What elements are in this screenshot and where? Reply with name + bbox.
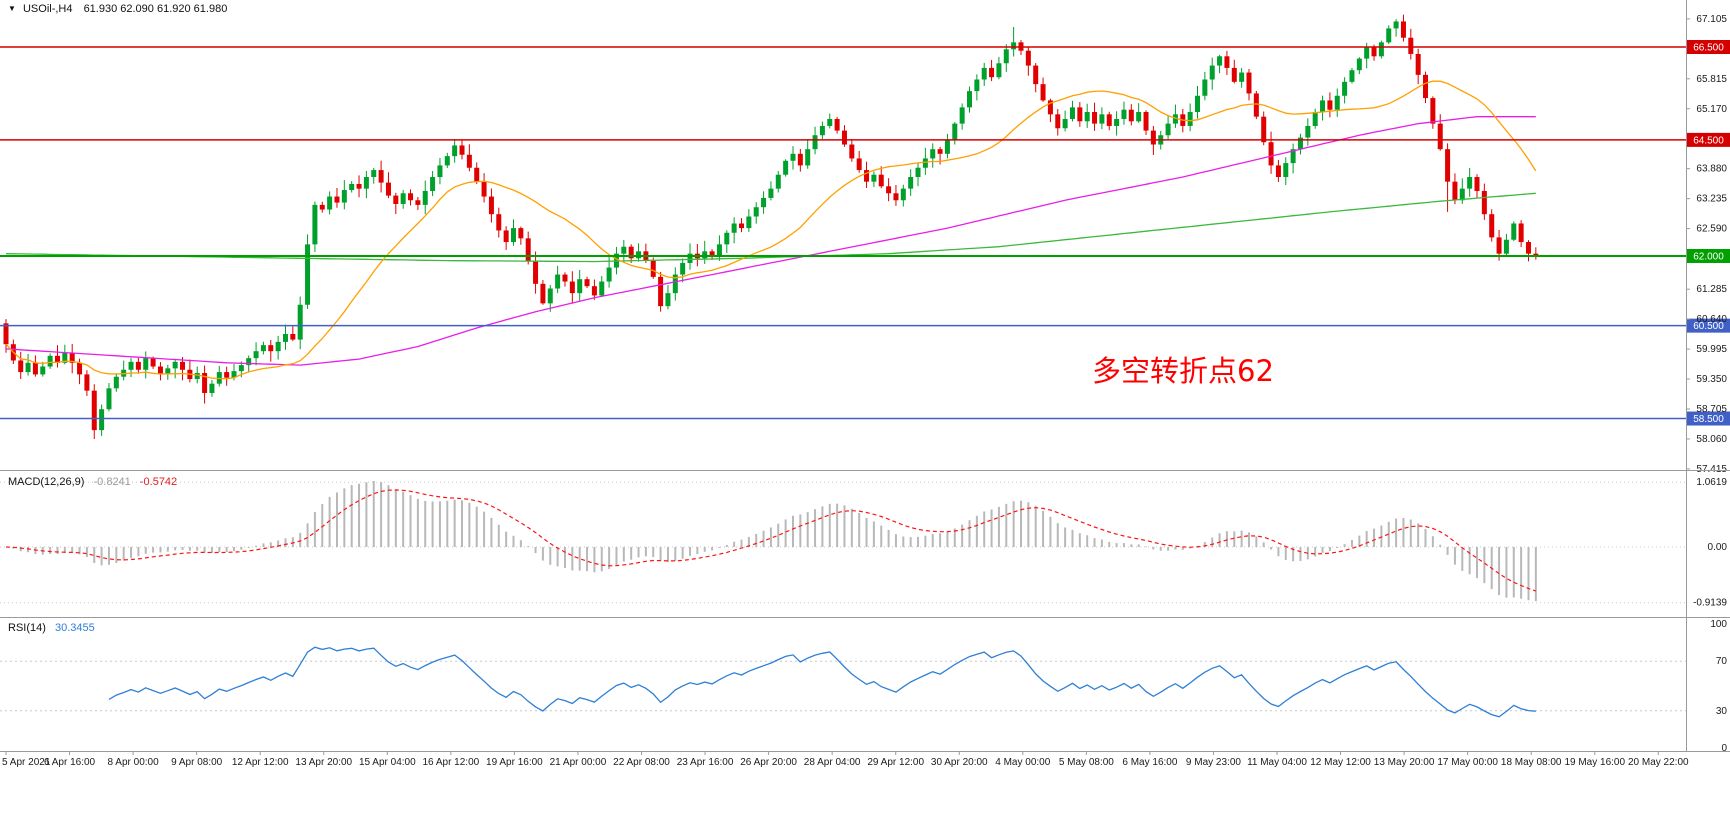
- symbol-ohlc-header: ▼ USOil-,H4 61.930 62.090 61.920 61.980: [8, 3, 227, 15]
- svg-text:64.500: 64.500: [1693, 135, 1724, 146]
- svg-text:61.285: 61.285: [1696, 284, 1727, 295]
- svg-text:22 Apr 08:00: 22 Apr 08:00: [613, 757, 670, 768]
- svg-text:59.350: 59.350: [1696, 374, 1727, 385]
- chart-annotation-text: 多空转折点62: [1092, 354, 1274, 388]
- svg-text:58.500: 58.500: [1693, 414, 1724, 425]
- svg-text:30 Apr 20:00: 30 Apr 20:00: [931, 757, 988, 768]
- svg-text:-0.9139: -0.9139: [1693, 598, 1727, 609]
- rsi-panel: [0, 646, 1686, 718]
- candlestick-series: [3, 14, 1539, 439]
- svg-text:60.640: 60.640: [1696, 314, 1727, 325]
- svg-text:0: 0: [1721, 743, 1727, 754]
- svg-text:17 May 00:00: 17 May 00:00: [1437, 757, 1498, 768]
- svg-text:9 Apr 08:00: 9 Apr 08:00: [171, 757, 223, 768]
- svg-text:19 May 16:00: 19 May 16:00: [1564, 757, 1625, 768]
- svg-text:65.170: 65.170: [1696, 104, 1727, 115]
- svg-text:5 May 08:00: 5 May 08:00: [1059, 757, 1114, 768]
- svg-text:57.415: 57.415: [1696, 464, 1727, 475]
- svg-text:30: 30: [1716, 706, 1728, 717]
- hline-66.500[interactable]: 66.500: [0, 40, 1730, 54]
- svg-text:6 May 16:00: 6 May 16:00: [1122, 757, 1177, 768]
- symbol-period-label: USOil-,H4: [22, 3, 73, 15]
- svg-text:62.000: 62.000: [1693, 251, 1724, 262]
- svg-text:28 Apr 04:00: 28 Apr 04:00: [804, 757, 861, 768]
- svg-text:18 May 08:00: 18 May 08:00: [1501, 757, 1562, 768]
- rsi-name: RSI(14): [8, 622, 46, 634]
- svg-text:100: 100: [1710, 619, 1727, 630]
- svg-text:63.880: 63.880: [1696, 164, 1727, 175]
- ohlc-values: 61.930 62.090 61.920 61.980: [83, 3, 228, 15]
- svg-text:70: 70: [1716, 656, 1728, 667]
- svg-text:9 May 23:00: 9 May 23:00: [1186, 757, 1241, 768]
- svg-text:65.815: 65.815: [1696, 74, 1727, 85]
- hline-58.500[interactable]: 58.500: [0, 411, 1730, 426]
- hline-62.000[interactable]: 62.000: [0, 248, 1730, 263]
- svg-text:29 Apr 12:00: 29 Apr 12:00: [867, 757, 924, 768]
- price-axis[interactable]: 67.105 65.815 65.170 63.880 63.235 62.590 61.2…: [1686, 14, 1727, 475]
- svg-text:20 May 22:00: 20 May 22:00: [1628, 757, 1689, 768]
- svg-text:66.500: 66.500: [1693, 43, 1724, 54]
- symbol-dropdown-icon[interactable]: ▼: [8, 4, 16, 13]
- macd-main-value: -0.8241: [93, 476, 131, 488]
- rsi-indicator-label: RSI(14) 30.3455: [8, 622, 101, 634]
- rsi-value: 30.3455: [54, 622, 95, 634]
- macd-signal-value: -0.5742: [139, 476, 178, 488]
- svg-text:8 Apr 00:00: 8 Apr 00:00: [108, 757, 160, 768]
- macd-panel: [0, 481, 1686, 604]
- svg-text:11 May 04:00: 11 May 04:00: [1247, 757, 1307, 768]
- svg-text:26 Apr 20:00: 26 Apr 20:00: [740, 757, 797, 768]
- moving-averages: [5, 80, 1537, 380]
- macd-indicator-label: MACD(12,26,9) -0.8241 -0.5742: [8, 476, 183, 488]
- svg-text:13 Apr 20:00: 13 Apr 20:00: [295, 757, 352, 768]
- svg-text:58.705: 58.705: [1696, 404, 1727, 415]
- svg-text:58.060: 58.060: [1696, 434, 1727, 445]
- hline-60.500[interactable]: 60.500: [0, 318, 1730, 333]
- svg-text:1.0619: 1.0619: [1696, 477, 1727, 488]
- svg-text:59.995: 59.995: [1696, 344, 1727, 355]
- svg-text:23 Apr 16:00: 23 Apr 16:00: [677, 757, 734, 768]
- svg-text:60.500: 60.500: [1693, 321, 1724, 332]
- svg-text:63.235: 63.235: [1696, 194, 1727, 205]
- hline-64.500[interactable]: 64.500: [0, 132, 1730, 147]
- svg-text:5 Apr 2021: 5 Apr 2021: [2, 757, 51, 768]
- svg-text:12 Apr 12:00: 12 Apr 12:00: [232, 757, 289, 768]
- macd-name: MACD(12,26,9): [8, 476, 85, 488]
- svg-text:13 May 20:00: 13 May 20:00: [1374, 757, 1435, 768]
- svg-text:4 May 00:00: 4 May 00:00: [995, 757, 1050, 768]
- svg-text:16 Apr 12:00: 16 Apr 12:00: [422, 757, 479, 768]
- svg-text:15 Apr 04:00: 15 Apr 04:00: [359, 757, 416, 768]
- svg-text:12 May 12:00: 12 May 12:00: [1310, 757, 1371, 768]
- svg-text:0.00: 0.00: [1708, 542, 1728, 553]
- svg-text:6 Apr 16:00: 6 Apr 16:00: [44, 757, 96, 768]
- svg-text:19 Apr 16:00: 19 Apr 16:00: [486, 757, 543, 768]
- svg-text:21 Apr 00:00: 21 Apr 00:00: [550, 757, 607, 768]
- svg-text:62.590: 62.590: [1696, 224, 1727, 235]
- svg-text:67.105: 67.105: [1696, 14, 1727, 25]
